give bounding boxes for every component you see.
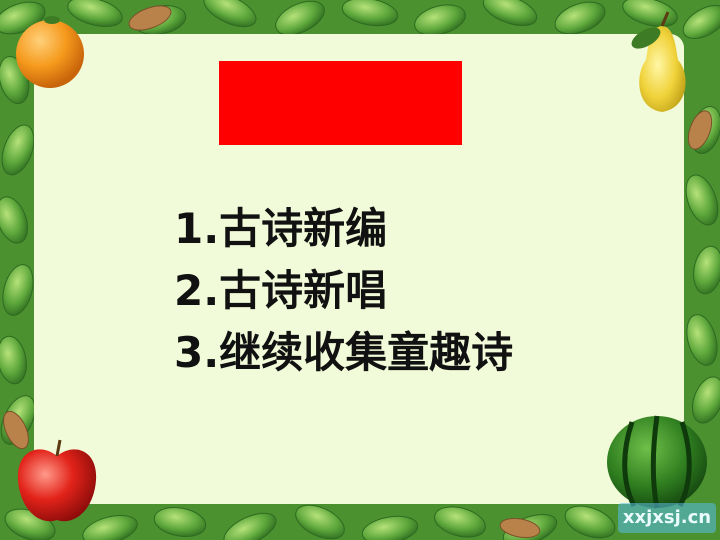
list-item: 1.古诗新编 <box>174 204 388 253</box>
title-red-box <box>219 61 462 145</box>
list-item: 3.继续收集童趣诗 <box>174 328 514 377</box>
pear-icon <box>631 11 686 112</box>
watermelon-icon <box>607 415 707 509</box>
orange-icon <box>16 16 84 88</box>
watermark-logo: xxjxsj.cn <box>618 503 716 533</box>
topic-list: 1.古诗新编 2.古诗新唱 3.继续收集童趣诗 <box>174 198 513 384</box>
list-item: 2.古诗新唱 <box>174 266 388 315</box>
apple-icon <box>17 439 97 522</box>
